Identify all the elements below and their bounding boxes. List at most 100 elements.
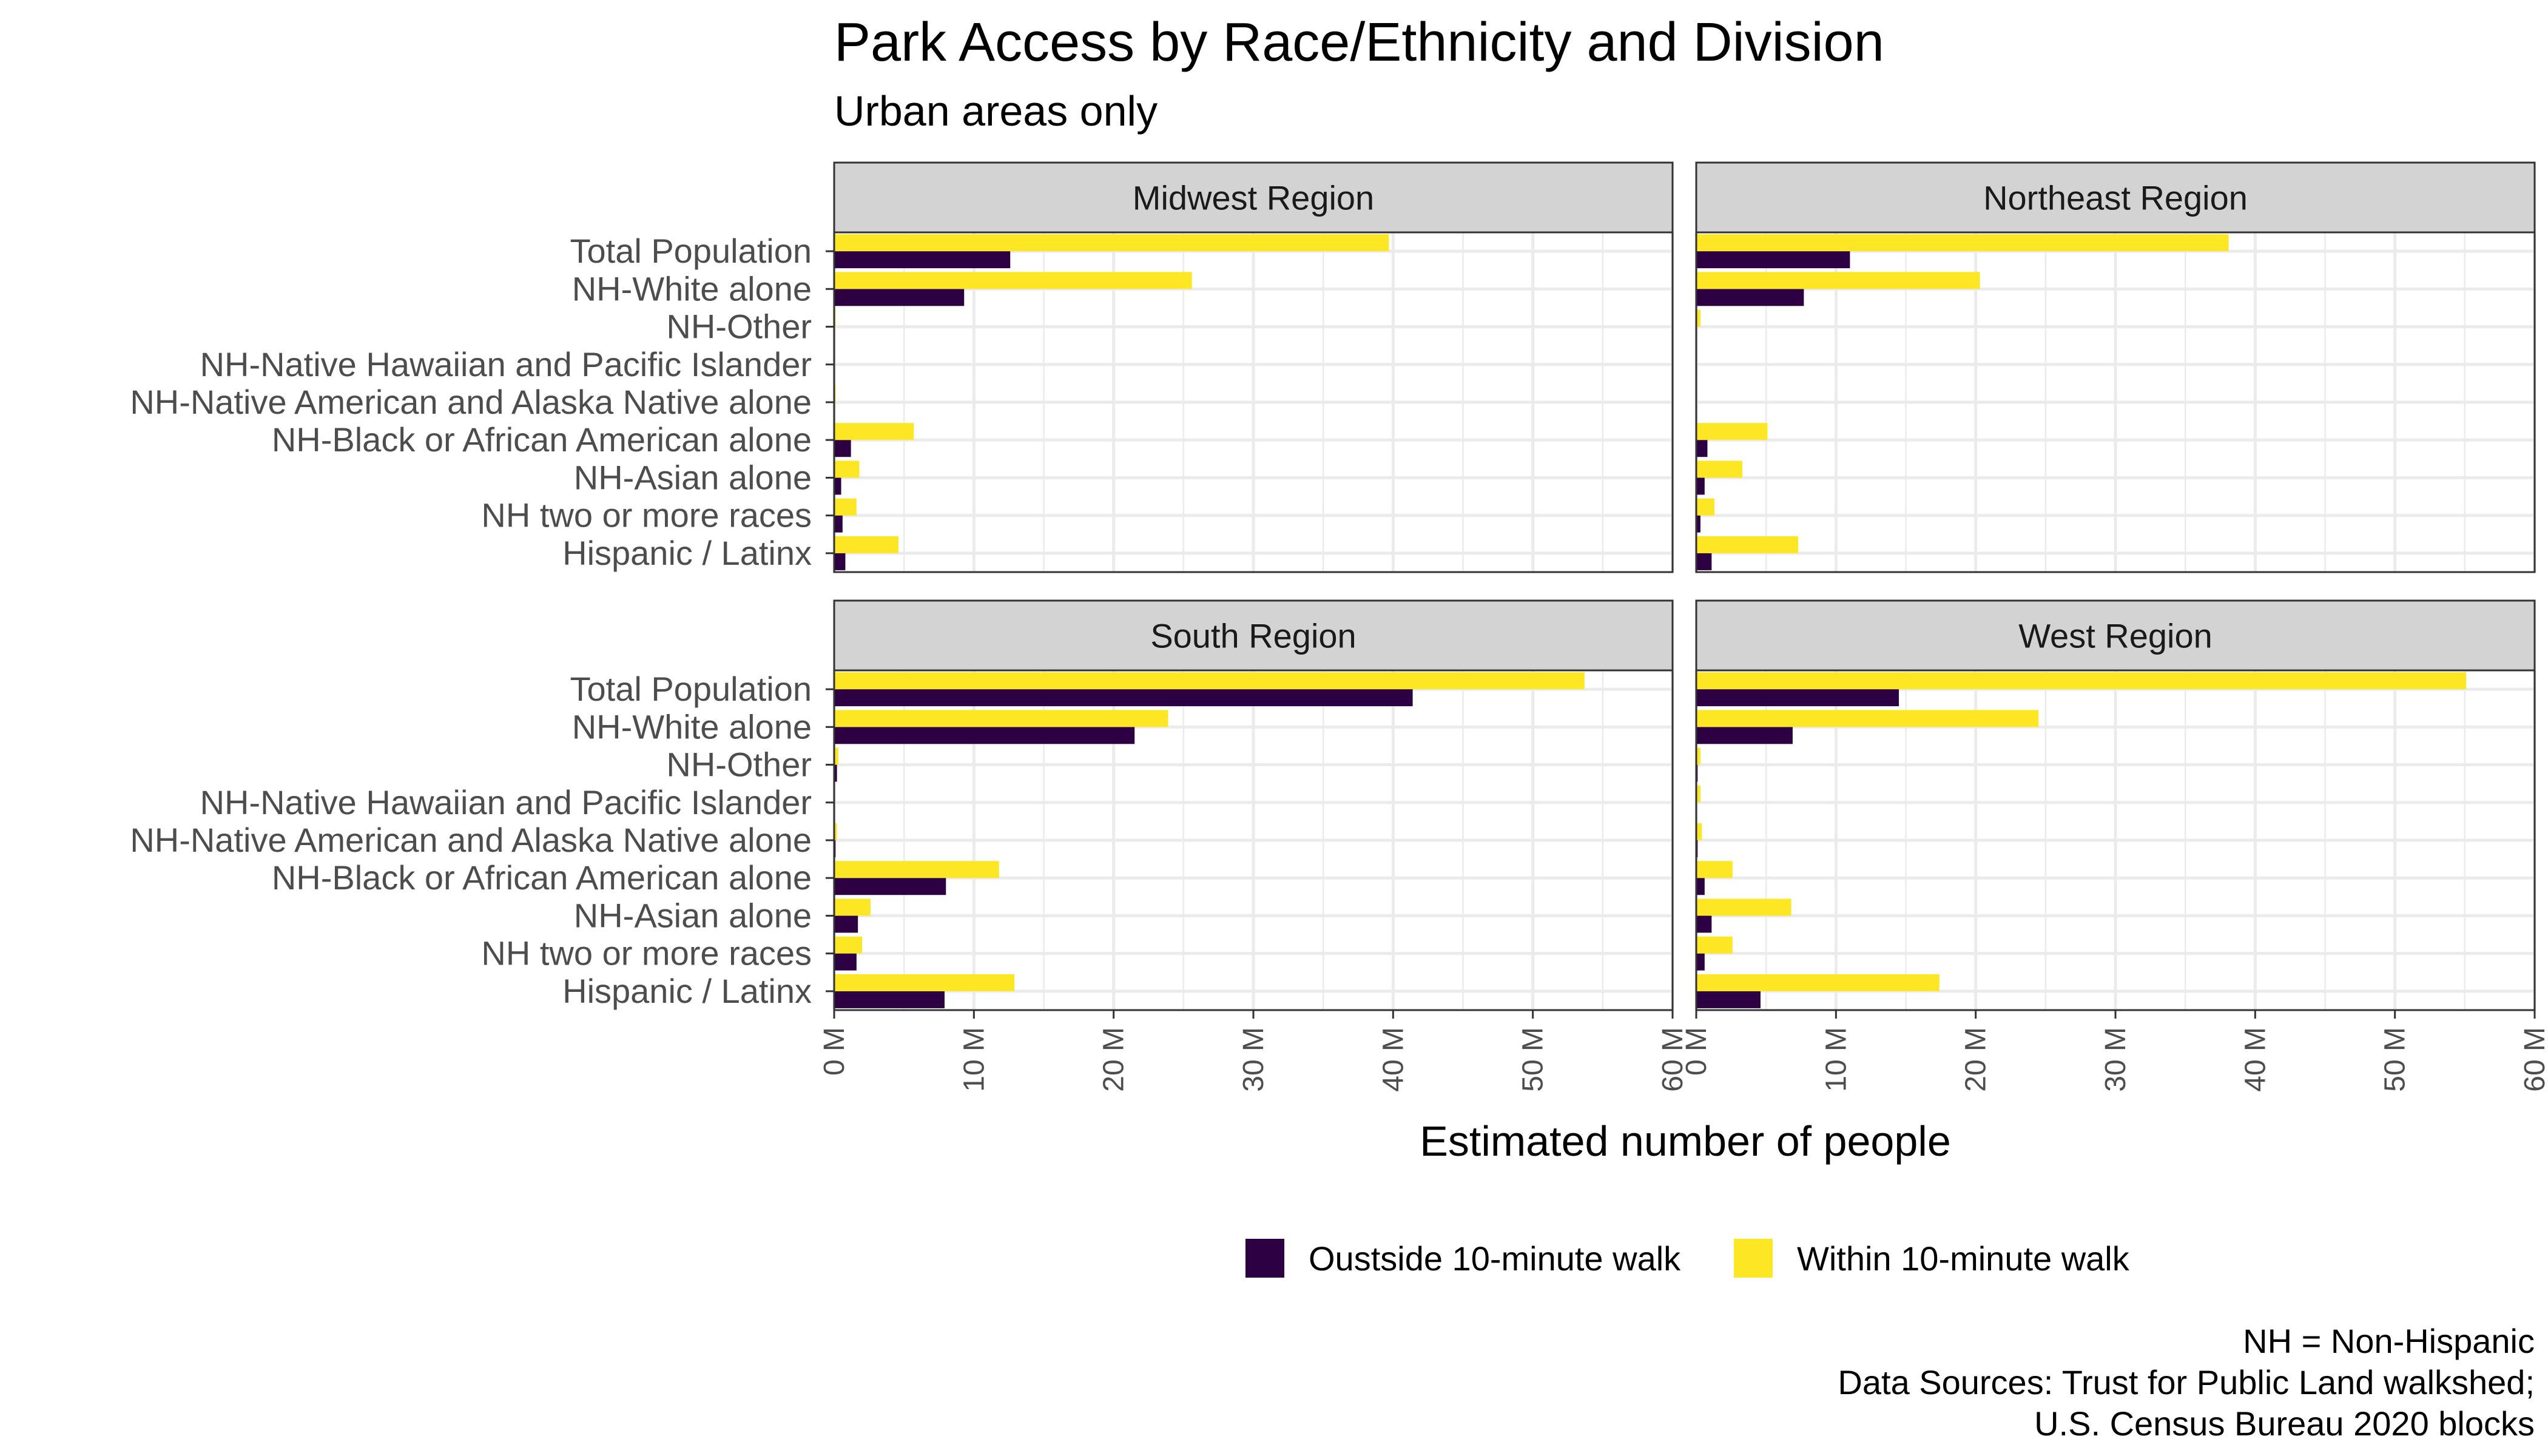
category-label: NH-Other	[666, 746, 812, 784]
category-label: Total Population	[570, 670, 812, 708]
category-label: NH-White alone	[572, 707, 812, 746]
category-label: NH-Black or African American alone	[272, 420, 812, 459]
bar-outside-6	[1696, 477, 1705, 495]
bar-within-6	[1696, 460, 1743, 478]
category-label: Hispanic / Latinx	[562, 972, 812, 1010]
bar-within-1	[834, 710, 1168, 727]
bar-within-1	[834, 272, 1192, 289]
strip-label-midwest-region: Midwest Region	[1133, 179, 1374, 217]
bar-outside-8	[1696, 553, 1712, 570]
bar-within-4	[1696, 823, 1702, 840]
bar-within-6	[834, 460, 860, 478]
bar-outside-5	[1696, 440, 1708, 457]
legend-label-outside: Oustside 10-minute walk	[1309, 1239, 1681, 1278]
bar-within-6	[1696, 898, 1791, 916]
category-label: NH-Native Hawaiian and Pacific Islander	[200, 345, 812, 383]
category-label: NH two or more races	[481, 496, 812, 534]
bar-outside-1	[834, 727, 1135, 744]
category-label: NH-Native Hawaiian and Pacific Islander	[200, 783, 812, 821]
bar-within-8	[1696, 536, 1799, 553]
chart-subtitle: Urban areas only	[834, 87, 1158, 135]
bar-within-8	[834, 536, 898, 553]
facet-panels: Midwest Region Northeast Region South Regi…	[832, 161, 2536, 1011]
strip-midwest-region	[833, 161, 1674, 234]
legend-label-within: Within 10-minute walk	[1797, 1239, 2130, 1278]
caption-line: U.S. Census Bureau 2020 blocks	[2034, 1404, 2535, 1443]
strip-northeast-region	[1695, 161, 2536, 234]
bar-outside-5	[834, 440, 851, 457]
bar-within-5	[1696, 423, 1768, 440]
x-tick-label: 50 M	[2379, 1027, 2412, 1092]
bar-within-8	[1696, 974, 1940, 991]
bar-outside-1	[1696, 727, 1793, 744]
category-label: NH-Asian alone	[574, 458, 812, 496]
bar-outside-6	[834, 477, 841, 495]
bar-outside-8	[834, 553, 846, 570]
panel-midwest-region: Midwest Region	[832, 161, 1674, 573]
strip-label-south-region: South Region	[1150, 617, 1356, 655]
category-label: Hispanic / Latinx	[562, 534, 812, 572]
bar-within-7	[1696, 498, 1714, 516]
category-label: NH-White alone	[572, 269, 812, 308]
bar-outside-7	[1696, 515, 1700, 533]
panel-border	[1695, 231, 2536, 573]
bar-within-5	[834, 423, 914, 440]
bar-within-0	[1696, 234, 2229, 252]
category-label: NH-Native American and Alaska Native alo…	[130, 383, 812, 421]
category-label: NH-Other	[666, 308, 812, 346]
caption-line: Data Sources: Trust for Public Land walk…	[1838, 1363, 2535, 1401]
bar-within-7	[834, 498, 857, 516]
bar-within-4	[834, 823, 837, 840]
bar-outside-0	[1696, 251, 1850, 269]
legend-swatch-within	[1734, 1239, 1773, 1278]
x-axis-title: Estimated number of people	[1420, 1117, 1951, 1165]
bar-outside-8	[834, 991, 945, 1008]
bar-within-2	[834, 747, 838, 765]
bar-within-2	[1696, 747, 1700, 765]
bar-outside-5	[834, 878, 946, 895]
bar-outside-1	[1696, 289, 1804, 306]
bar-outside-2	[834, 764, 837, 782]
bar-outside-0	[834, 251, 1011, 269]
x-tick-label: 40 M	[2239, 1027, 2271, 1092]
x-tick-label: 0 M	[1680, 1027, 1713, 1076]
bar-within-7	[834, 936, 863, 954]
strip-south-region	[833, 599, 1674, 672]
x-tick-label: 60 M	[1657, 1027, 1689, 1092]
bar-within-6	[834, 898, 871, 916]
category-label: NH-Black or African American alone	[272, 858, 812, 897]
legend: Oustside 10-minute walk Within 10-minute …	[1245, 1239, 2130, 1278]
bar-within-7	[1696, 936, 1733, 954]
bar-within-0	[834, 234, 1389, 252]
bar-within-5	[1696, 861, 1733, 878]
bar-within-0	[1696, 672, 2467, 690]
x-tick-label: 20 M	[1960, 1027, 1992, 1092]
x-axes: 0 M 10 M 20 M 30 M 40 M 50 M 60 M0 M 10 M 20 M 30…	[818, 1010, 2548, 1092]
x-tick-label: 50 M	[1517, 1027, 1549, 1092]
bar-within-2	[1696, 309, 1700, 327]
caption-line: NH = Non-Hispanic	[2243, 1322, 2535, 1360]
bar-outside-7	[1696, 953, 1705, 971]
x-tick-label: 20 M	[1098, 1027, 1130, 1092]
chart-title: Park Access by Race/Ethnicity and Divisi…	[834, 12, 1884, 73]
bar-outside-5	[1696, 878, 1705, 895]
bar-outside-1	[834, 289, 965, 306]
x-tick-label: 10 M	[1820, 1027, 1852, 1092]
category-label: NH-Asian alone	[574, 896, 812, 934]
category-label: Total Population	[570, 232, 812, 270]
bar-outside-8	[1696, 991, 1761, 1008]
bar-within-1	[1696, 710, 2039, 727]
bar-outside-0	[834, 689, 1413, 707]
panel-northeast-region: Northeast Region	[1694, 161, 2536, 573]
bar-within-1	[1696, 272, 1980, 289]
panel-west-region: West Region	[1694, 599, 2536, 1011]
bar-within-3	[1696, 785, 1700, 803]
bar-within-5	[834, 861, 999, 878]
strip-label-northeast-region: Northeast Region	[1983, 179, 2248, 217]
legend-swatch-outside	[1245, 1239, 1284, 1278]
strip-west-region	[1695, 599, 2536, 672]
x-tick-label: 30 M	[1238, 1027, 1270, 1092]
